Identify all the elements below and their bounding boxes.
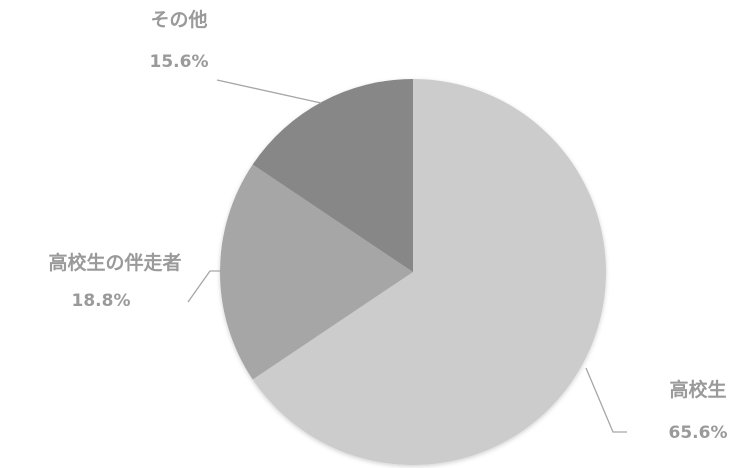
pie-slice-companion	[219, 164, 413, 380]
slice-value-other: 15.6%	[150, 52, 209, 72]
slice-label-highschool: 高校生	[669, 378, 726, 401]
pie-slice-highschool	[252, 79, 606, 465]
slice-label-other: その他	[150, 8, 207, 31]
pie-slice-other	[252, 79, 413, 272]
slice-value-companion: 18.8%	[72, 291, 131, 311]
pie-slices	[219, 79, 606, 465]
leader-line-highschool	[585, 367, 627, 433]
slice-value-highschool: 65.6%	[669, 423, 728, 443]
slice-label-companion: 高校生の伴走者	[48, 251, 181, 274]
leader-line-other	[216, 79, 322, 104]
leader-line-companion	[187, 270, 224, 303]
